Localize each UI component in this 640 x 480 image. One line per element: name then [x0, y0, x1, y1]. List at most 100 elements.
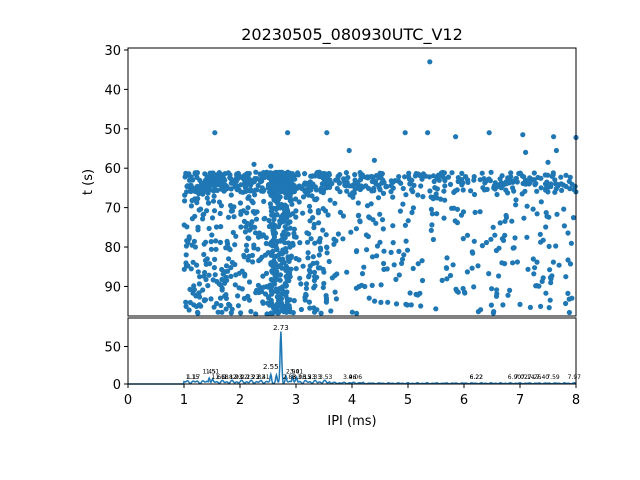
scatter-point	[418, 303, 424, 309]
scatter-point	[278, 257, 284, 263]
scatter-point	[221, 188, 227, 194]
scatter-point	[261, 216, 267, 222]
scatter-point	[534, 188, 540, 194]
scatter-point	[287, 175, 293, 181]
scatter-point	[266, 217, 272, 224]
scatter-point	[184, 224, 190, 230]
scatter-point	[359, 174, 365, 180]
scatter-point	[531, 170, 537, 176]
scatter-point	[343, 170, 349, 176]
scatter-point	[310, 260, 316, 266]
y-tick-label: 70	[104, 202, 121, 217]
scatter-point	[275, 272, 281, 278]
scatter-point	[511, 188, 517, 194]
scatter-point	[427, 59, 433, 65]
scatter-point	[399, 256, 406, 262]
scatter-point	[252, 187, 258, 193]
scatter-point	[430, 173, 437, 179]
scatter-point	[271, 187, 277, 193]
scatter-point	[553, 243, 559, 249]
scatter-point	[492, 232, 498, 238]
scatter-point	[508, 170, 514, 176]
scatter-point	[300, 210, 306, 216]
peak-label: 2.55	[263, 363, 279, 371]
scatter-point	[371, 185, 377, 191]
scatter-point	[301, 182, 307, 188]
scatter-point	[265, 183, 271, 189]
scatter-point	[365, 233, 371, 240]
scatter-point	[373, 220, 379, 226]
scatter-point	[471, 191, 478, 198]
scatter-point	[306, 267, 312, 273]
scatter-point	[234, 171, 240, 177]
scatter-point	[400, 185, 406, 192]
scatter-point	[305, 255, 311, 261]
scatter-point	[511, 245, 517, 251]
scatter-point	[255, 246, 261, 252]
scatter-point	[404, 302, 410, 308]
scatter-point	[427, 188, 433, 194]
scatter-point	[399, 260, 405, 266]
scatter-point	[465, 179, 471, 185]
scatter-point	[211, 265, 217, 271]
scatter-point	[415, 261, 421, 267]
scatter-point	[327, 177, 333, 183]
scatter-point	[366, 214, 372, 220]
scatter-point	[409, 209, 415, 216]
scatter-point	[285, 305, 291, 311]
scatter-point	[265, 300, 271, 306]
scatter-point	[419, 277, 426, 284]
scatter-point	[499, 260, 505, 266]
scatter-point	[279, 307, 285, 313]
scatter-point	[198, 206, 204, 212]
scatter-point	[453, 134, 459, 140]
scatter-point	[303, 187, 309, 193]
scatter-point	[477, 209, 483, 215]
scatter-point	[471, 238, 477, 244]
scatter-point	[311, 277, 317, 284]
scatter-point	[332, 200, 338, 206]
scatter-point	[335, 231, 341, 237]
scatter-point	[195, 269, 201, 275]
scatter-point	[324, 244, 330, 251]
x-tick-label: 8	[572, 393, 580, 408]
scatter-point	[519, 191, 525, 197]
scatter-point	[483, 178, 489, 184]
scatter-point	[214, 278, 220, 285]
scatter-point	[377, 239, 383, 245]
scatter-point	[565, 230, 571, 236]
scatter-point	[302, 171, 308, 177]
scatter-point	[361, 264, 367, 270]
scatter-point	[486, 271, 492, 277]
scatter-point	[211, 208, 218, 214]
peak-label: 7.40	[536, 374, 550, 381]
scatter-point	[552, 189, 558, 195]
scatter-point	[203, 180, 209, 186]
scatter-point	[340, 236, 346, 242]
scatter-point	[268, 310, 274, 316]
scatter-point	[282, 216, 288, 222]
scatter-point	[549, 173, 555, 179]
scatter-point	[550, 259, 557, 265]
scatter-point	[488, 236, 494, 242]
scatter-point	[314, 307, 320, 313]
scatter-point	[288, 253, 294, 259]
scatter-point	[396, 248, 402, 254]
scatter-point	[559, 187, 565, 193]
scatter-point	[449, 170, 455, 176]
scatter-point	[566, 309, 573, 316]
scatter-point	[304, 230, 310, 236]
scatter-point	[194, 262, 200, 268]
scatter-point	[356, 212, 362, 218]
scatter-point	[471, 177, 477, 183]
scatter-point	[503, 214, 510, 221]
scatter-point	[357, 219, 363, 225]
scatter-point	[265, 171, 271, 177]
scatter-point	[266, 223, 272, 230]
scatter-point	[257, 178, 263, 184]
scatter-point	[194, 309, 201, 315]
scatter-point	[377, 187, 383, 193]
scatter-point	[434, 195, 440, 201]
scatter-point	[220, 176, 226, 182]
